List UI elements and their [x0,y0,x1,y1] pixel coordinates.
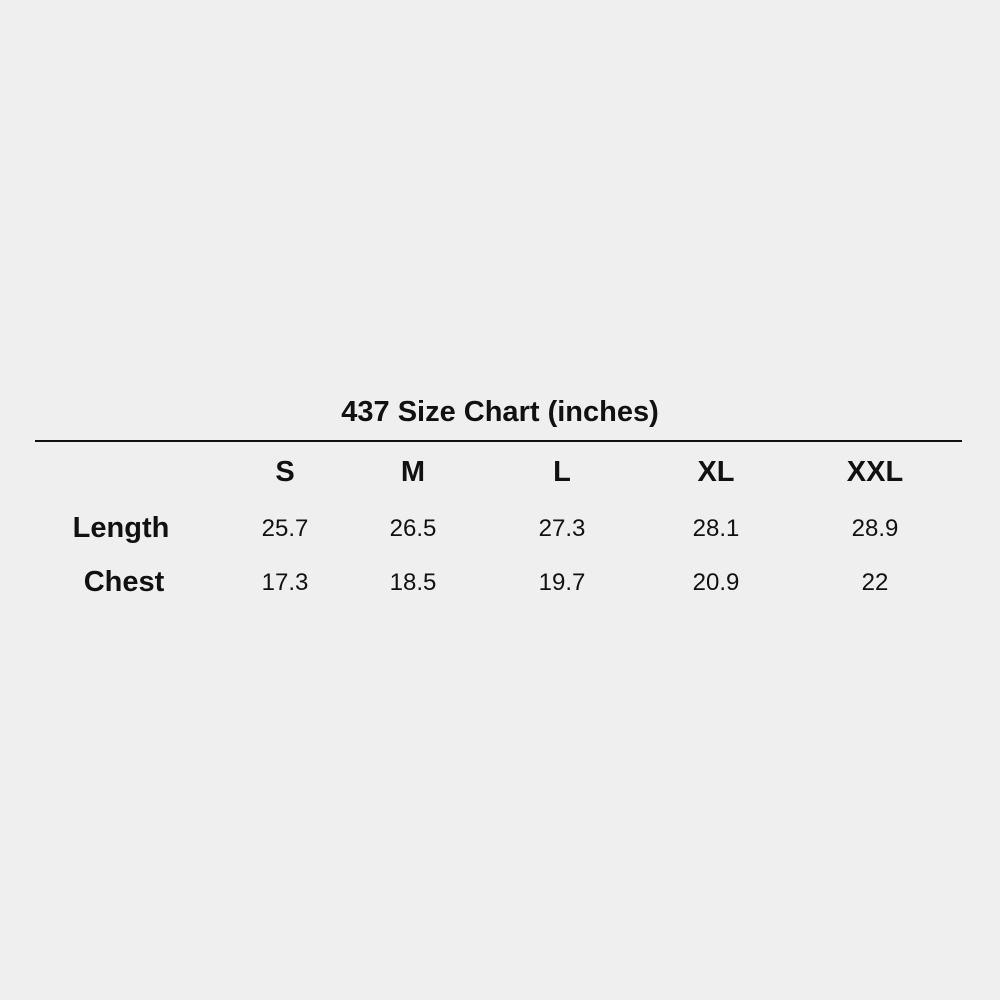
size-header-m: M [400,456,426,488]
length-xl: 28.1 [692,515,740,542]
size-header-xl: XL [697,456,735,488]
length-xxl: 28.9 [851,515,899,542]
title-divider [35,440,962,442]
chest-l: 19.7 [538,569,586,596]
size-chart-title: 437 Size Chart (inches) [341,396,659,428]
row-label-length: Length [72,512,170,544]
length-m: 26.5 [389,515,437,542]
length-s: 25.7 [261,515,309,542]
chest-s: 17.3 [261,569,309,596]
row-label-chest: Chest [83,566,165,598]
size-header-s: S [275,456,295,488]
size-header-l: L [553,456,571,488]
size-header-xxl: XXL [846,456,904,488]
length-l: 27.3 [538,515,586,542]
chest-xxl: 22 [861,569,889,596]
chest-m: 18.5 [389,569,437,596]
chest-xl: 20.9 [692,569,740,596]
